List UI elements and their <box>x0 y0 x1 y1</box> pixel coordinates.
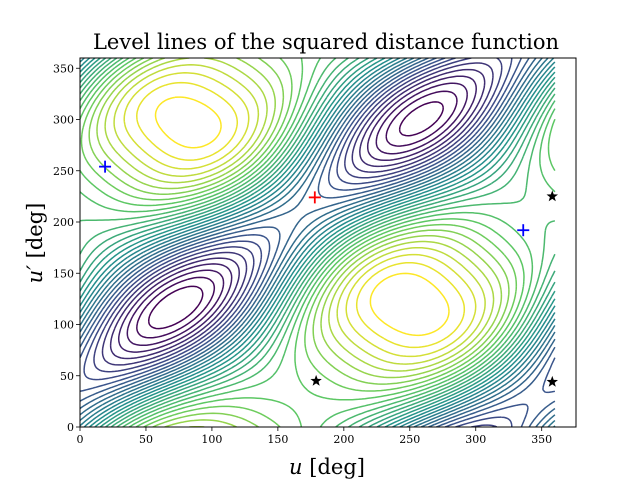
contour-level <box>80 58 556 427</box>
contour-level <box>154 96 450 337</box>
star-marker <box>310 374 322 386</box>
y-tick-label: 100 <box>53 319 74 332</box>
y-tick-label: 0 <box>67 421 74 434</box>
contour-level <box>80 58 556 427</box>
y-tick-label: 150 <box>53 267 74 280</box>
contour-level <box>136 90 458 339</box>
y-tick-label: 350 <box>53 62 74 75</box>
x-tick-label: 50 <box>139 433 153 446</box>
x-tick-label: 250 <box>399 433 420 446</box>
y-tick-label: 250 <box>53 165 74 178</box>
x-axis-label: u [deg] <box>289 455 365 479</box>
plot-frame <box>79 57 577 428</box>
contour-level <box>147 101 444 330</box>
y-axis-variable: u′ <box>23 265 47 284</box>
x-tick-label: 350 <box>531 433 552 446</box>
contour-level <box>117 75 477 353</box>
plus-marker <box>308 191 321 204</box>
y-axis-label: u′ [deg] <box>23 203 47 284</box>
x-axis-ticks: 0 50 100 150 200 250 300 350 <box>77 427 552 446</box>
contour-level <box>80 58 556 427</box>
contour-level <box>136 81 466 349</box>
x-axis-unit: [deg] <box>303 455 365 479</box>
plus-marker <box>517 224 530 237</box>
chart-title: Level lines of the squared distance func… <box>93 30 559 54</box>
y-tick-label: 300 <box>53 114 74 127</box>
contour-level <box>80 58 556 427</box>
contour-level <box>113 64 486 365</box>
contour-level <box>80 58 556 427</box>
point-markers <box>99 160 558 387</box>
contour-level <box>101 62 494 366</box>
contour-level <box>109 68 486 360</box>
x-tick-label: 0 <box>77 433 84 446</box>
contour-level <box>126 82 468 347</box>
x-tick-label: 150 <box>267 433 288 446</box>
plus-marker <box>99 160 112 173</box>
contour-level <box>80 58 556 427</box>
x-tick-label: 300 <box>465 433 486 446</box>
contour-lines <box>80 58 556 427</box>
contour-level <box>88 58 510 427</box>
y-axis-unit: [deg] <box>23 203 47 265</box>
x-tick-label: 200 <box>333 433 354 446</box>
x-tick-label: 100 <box>201 433 222 446</box>
y-axis-ticks: 0 50 100 150 200 250 300 350 <box>53 62 80 434</box>
star-marker <box>546 190 558 202</box>
star-marker <box>546 375 558 387</box>
contour-level <box>80 58 518 427</box>
y-tick-label: 200 <box>53 216 74 229</box>
contour-level <box>123 72 477 358</box>
x-axis-variable: u <box>289 455 303 479</box>
y-tick-label: 50 <box>60 370 74 383</box>
